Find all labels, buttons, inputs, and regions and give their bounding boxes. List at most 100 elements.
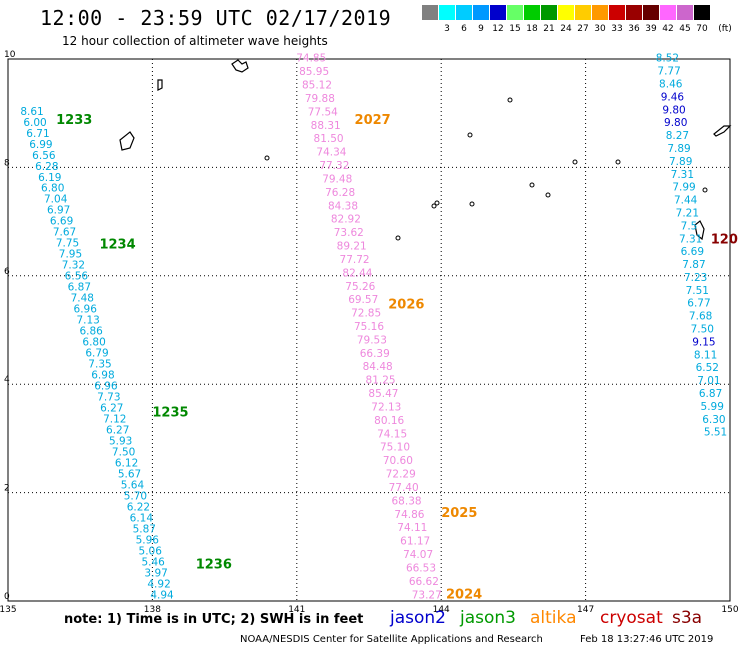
wave-height-value: 72.29 [386,469,416,481]
wave-height-value: 6.86 [79,326,103,338]
island-outline [119,131,135,151]
wave-height-value: 5.93 [109,435,132,447]
wave-height-value: 84.48 [363,361,393,373]
legend-swatch [609,5,625,20]
wave-height-value: 7.77 [657,66,680,78]
wave-height-value: 8.46 [659,79,683,91]
island-outline [157,79,163,91]
island-dot [264,155,270,161]
wave-height-value: 69.57 [348,294,378,306]
wave-height-value: 75.16 [354,321,384,333]
lat-tick-label: 6 [4,267,10,277]
legend-label: 39 [645,24,657,34]
wave-height-value: 7.87 [682,259,705,271]
pass-number-label: 1233 [56,113,92,128]
wave-height-value: 7.50 [112,446,135,458]
wave-height-value: 6.27 [100,402,123,414]
wave-height-value: 5.87 [133,523,156,535]
wave-height-value: 8.52 [656,53,679,65]
legend-label: 24 [560,24,572,34]
island-dot [469,201,475,207]
wave-height-value: 82.44 [342,267,372,279]
wave-height-value: 7.31 [679,233,702,245]
lon-tick-label: 141 [288,605,305,615]
legend-label: 27 [577,24,589,34]
wave-height-value: 7.21 [676,207,699,219]
island-dot [529,182,535,188]
wave-height-value: 6.80 [41,183,64,195]
wave-height-value: 7.48 [71,293,94,305]
pass-number-label: 1236 [196,557,232,572]
wave-height-value: 4.94 [150,589,174,601]
wave-height-value: 88.31 [311,120,341,132]
legend-label: 42 [662,24,674,34]
lat-tick-label: 2 [4,484,10,494]
wave-height-value: 7.89 [669,156,692,168]
wave-height-value: 6.30 [702,414,725,426]
legend-swatch [694,5,710,20]
wave-height-value: 7.95 [59,249,82,261]
map-subtitle: 12 hour collection of altimeter wave hei… [62,34,328,48]
wave-height-value: 7.32 [62,260,85,272]
legend-swatch [558,5,574,20]
island-dot [572,159,578,165]
legend-swatch [575,5,591,20]
wave-height-value: 61.17 [400,536,430,548]
wave-height-value: 7.73 [97,392,120,404]
island-dot [395,235,401,241]
pass-number-label: 1234 [99,238,135,253]
wave-height-value: 5.51 [704,427,727,439]
island-dot [431,203,437,209]
wave-height-value: 81.25 [366,375,396,387]
satellite-label-jason3: jason3 [460,608,516,628]
legend-swatch [490,5,506,20]
island-dot [545,192,551,198]
island-outline [231,59,249,73]
legend-label: 70 [696,24,708,34]
wave-height-value: 6.96 [74,304,98,316]
wave-height-value: 75.26 [345,281,375,293]
wave-height-value: 79.48 [322,173,352,185]
island-dot [702,187,708,193]
legend-swatch [643,5,659,20]
wave-height-value: 77.72 [340,254,370,266]
wave-height-value: 6.79 [85,348,108,360]
lat-tick-label: 0 [4,592,10,602]
wave-height-value: 7.23 [684,272,707,284]
wave-height-value: 73.27 [412,589,442,601]
wave-height-value: 74.85 [296,53,326,65]
wave-height-value: 4.92 [147,578,170,590]
wave-height-value: 7.51 [686,285,709,297]
lat-tick-label: 4 [4,375,10,385]
satellite-label-jason2: jason2 [390,608,446,628]
wave-height-value: 72.85 [351,308,381,320]
pass-number-label: 2026 [388,297,424,312]
wave-height-value: 9.46 [661,91,685,103]
wave-height-value: 7.35 [88,359,111,371]
legend-swatch [422,5,438,20]
wave-height-value: 6.98 [91,370,114,382]
wave-height-value: 80.16 [374,415,404,427]
credit-text: NOAA/NESDIS Center for Satellite Applica… [240,634,543,645]
wave-height-value: 5.67 [118,468,141,480]
wave-height-value: 9.80 [662,104,685,116]
legend-label: 45 [679,24,691,34]
wave-height-value: 6.71 [26,128,49,140]
wave-height-value: 7.01 [697,375,720,387]
wave-height-value: 7.5 [681,220,698,232]
wave-height-value: 7.04 [44,194,68,206]
island-outline [694,220,705,241]
legend-swatch [592,5,608,20]
pass-number-label: 2027 [355,113,391,128]
legend-label: 21 [543,24,555,34]
wave-height-value: 6.96 [94,381,118,393]
wave-height-value: 7.12 [103,413,126,425]
legend-unit: (ft) [718,24,732,34]
map-frame [7,58,731,602]
wave-height-value: 7.50 [691,324,714,336]
wave-height-value: 8.61 [20,106,43,118]
satellite-label-altika: altika [530,608,577,628]
wave-height-value: 76.28 [325,187,355,199]
wave-height-value: 85.47 [368,388,398,400]
